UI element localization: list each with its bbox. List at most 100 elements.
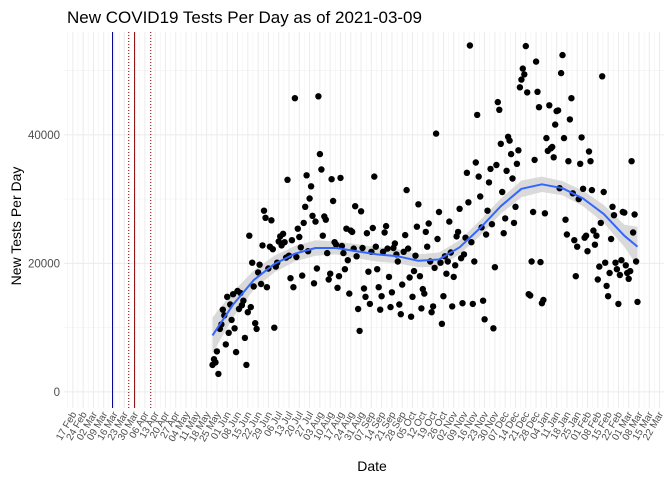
data-point — [566, 116, 574, 123]
data-point — [284, 176, 291, 183]
data-point — [578, 134, 585, 141]
data-point — [407, 313, 415, 320]
data-point — [454, 228, 462, 236]
data-point — [510, 219, 518, 227]
data-point — [600, 188, 607, 196]
data-point — [366, 300, 374, 308]
data-point — [622, 262, 629, 269]
data-point — [215, 370, 222, 378]
data-point — [250, 283, 257, 290]
data-point — [219, 306, 226, 313]
data-point — [459, 300, 466, 307]
data-point — [352, 203, 359, 210]
data-point — [491, 264, 499, 271]
data-point — [432, 130, 440, 137]
data-point — [500, 230, 507, 237]
data-point — [328, 176, 335, 183]
data-point — [387, 303, 394, 311]
data-point — [606, 269, 613, 277]
data-point — [488, 221, 496, 228]
data-point — [449, 303, 456, 310]
data-point — [422, 228, 429, 236]
data-point — [602, 259, 609, 266]
data-point — [302, 203, 309, 210]
data-point — [481, 316, 488, 323]
data-point — [631, 211, 638, 218]
data-point — [609, 203, 616, 210]
data-point — [557, 69, 565, 77]
data-point — [404, 245, 412, 252]
data-point — [244, 309, 251, 316]
data-point — [240, 297, 247, 304]
data-point — [554, 107, 562, 114]
data-point — [471, 258, 478, 265]
data-point — [312, 218, 319, 225]
data-point — [634, 298, 641, 306]
data-point — [562, 216, 569, 223]
data-point — [446, 218, 453, 225]
data-point — [487, 165, 494, 173]
data-point — [379, 248, 387, 255]
data-point — [418, 305, 425, 312]
data-point — [535, 104, 543, 111]
data-point — [415, 201, 422, 208]
data-point — [213, 348, 221, 355]
data-point — [334, 284, 341, 291]
data-point — [224, 293, 231, 300]
data-point — [591, 241, 599, 248]
confidence-band — [212, 176, 638, 354]
data-point — [534, 88, 541, 96]
data-point — [402, 231, 409, 239]
data-point — [438, 320, 446, 327]
data-point — [482, 231, 490, 238]
data-point — [593, 232, 600, 239]
data-point — [309, 212, 316, 219]
data-point — [496, 106, 503, 114]
data-point — [391, 240, 399, 247]
data-point — [493, 161, 500, 169]
data-point — [385, 273, 393, 281]
data-point — [247, 303, 254, 311]
data-point — [421, 290, 428, 297]
data-point — [306, 195, 313, 202]
data-point — [582, 232, 590, 239]
data-point — [587, 158, 594, 165]
data-point — [546, 102, 553, 109]
data-point — [516, 84, 524, 91]
data-point — [243, 361, 250, 369]
data-point — [356, 327, 363, 335]
data-point — [378, 293, 385, 300]
data-point — [313, 265, 321, 272]
data-point — [369, 224, 376, 232]
data-point — [384, 245, 391, 252]
data-point — [394, 258, 401, 265]
data-point — [584, 248, 591, 255]
smooth-line — [211, 183, 639, 336]
data-point — [327, 270, 334, 277]
data-point — [610, 212, 618, 219]
data-point — [349, 228, 356, 236]
data-point — [596, 263, 603, 270]
data-point — [228, 316, 235, 324]
data-point — [512, 203, 519, 210]
data-point — [382, 222, 390, 230]
data-point — [437, 259, 444, 266]
data-point — [293, 253, 300, 261]
data-point — [524, 89, 531, 96]
data-point — [615, 300, 622, 308]
data-point — [604, 293, 612, 300]
data-point — [299, 272, 306, 279]
data-point — [291, 95, 299, 102]
data-point — [413, 223, 421, 230]
data-point — [294, 225, 301, 232]
data-point — [254, 269, 262, 276]
data-point — [388, 289, 396, 296]
data-point — [399, 281, 406, 288]
data-point — [494, 98, 501, 106]
x-axis-title: Date — [357, 458, 387, 474]
data-point — [552, 121, 559, 128]
data-point — [435, 208, 443, 216]
data-point — [300, 219, 307, 227]
data-point — [337, 174, 344, 182]
data-point — [400, 248, 407, 255]
